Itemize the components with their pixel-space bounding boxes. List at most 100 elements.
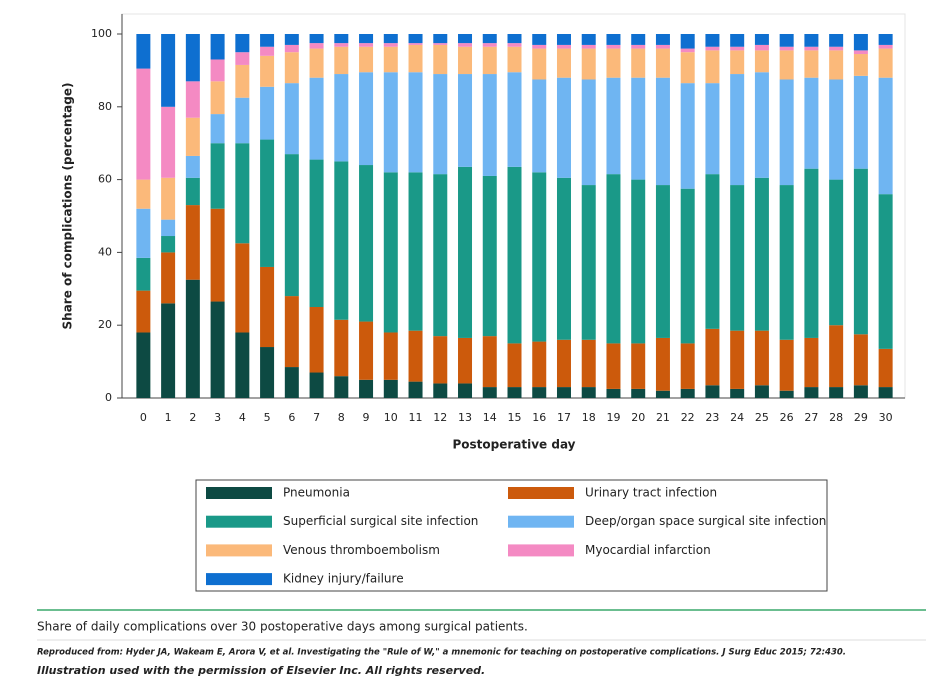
x-axis-title: Postoperative day: [452, 438, 575, 452]
bar-segment: [309, 159, 324, 307]
bar-segment: [754, 50, 769, 73]
bar-segment: [878, 348, 893, 388]
bar-segment: [730, 50, 745, 75]
bar-segment: [804, 387, 819, 398]
bar-segment: [383, 43, 398, 47]
x-tick-label: 27: [804, 411, 818, 424]
bar-segment: [804, 337, 819, 388]
bar-segment: [804, 34, 819, 47]
legend-swatch: [206, 573, 272, 586]
bar-segment: [680, 343, 695, 389]
x-tick-label: 18: [582, 411, 596, 424]
x-tick-label: 17: [557, 411, 571, 424]
bar-segment: [779, 79, 794, 186]
bar-segment: [408, 43, 423, 45]
x-tick-label: 4: [239, 411, 246, 424]
y-tick-label: 60: [98, 173, 112, 186]
legend-swatch: [206, 544, 272, 557]
bar-segment: [730, 388, 745, 398]
bar-segment: [161, 252, 176, 304]
bar-segment: [754, 34, 769, 45]
bar-segment: [581, 339, 596, 388]
bar-segment: [655, 77, 670, 186]
bar-segment: [606, 34, 621, 45]
bar-segment: [433, 174, 448, 337]
bar-segment: [284, 44, 299, 53]
bar-segment: [334, 376, 349, 398]
bar-segment: [359, 165, 374, 322]
bar-segment: [507, 43, 522, 47]
bar-segment: [433, 44, 448, 75]
bar-segment: [853, 168, 868, 335]
bar-segment: [507, 166, 522, 344]
bar-segment: [853, 34, 868, 51]
bar-segment: [532, 79, 547, 173]
bar-segment: [458, 383, 473, 398]
bar-segment: [309, 43, 324, 49]
bar-segment: [878, 34, 893, 45]
bar-segment: [408, 172, 423, 331]
bar-segment: [408, 381, 423, 398]
bar-segment: [235, 143, 250, 244]
source-note: Reproduced from: Hyder JA, Wakeam E, Aro…: [37, 648, 846, 658]
bar-segment: [779, 185, 794, 340]
bar-segment: [532, 172, 547, 342]
bar-segment: [754, 385, 769, 398]
bar-segment: [136, 34, 151, 69]
bar-segment: [606, 174, 621, 344]
bar-segment: [334, 319, 349, 377]
bar-segment: [482, 46, 497, 75]
bar-segment: [185, 279, 200, 398]
bar-segment: [680, 388, 695, 398]
bar-segment: [507, 72, 522, 167]
bar-segment: [680, 34, 695, 49]
bar-segment: [631, 77, 646, 180]
bar-segment: [433, 43, 448, 45]
x-tick-label: 2: [189, 411, 196, 424]
bar-segment: [458, 46, 473, 75]
bar-segment: [482, 34, 497, 44]
bar-segment: [260, 34, 275, 47]
bar-segment: [185, 34, 200, 82]
bar-segment: [235, 64, 250, 98]
bar-segment: [730, 46, 745, 51]
bar-segment: [136, 179, 151, 209]
legend-label: Venous thromboembolism: [283, 543, 440, 557]
legend-label: Pneumonia: [283, 486, 350, 500]
bar-segment: [161, 303, 176, 398]
bar-segment: [754, 330, 769, 386]
bar-segment: [680, 188, 695, 344]
bar-segment: [136, 257, 151, 291]
x-tick-label: 13: [458, 411, 472, 424]
bar-segment: [705, 83, 720, 175]
bar-segment: [482, 43, 497, 47]
bar-segment: [878, 77, 893, 195]
bar-segment: [408, 44, 423, 73]
bar-segment: [210, 301, 225, 398]
bar-segment: [829, 46, 844, 51]
bar-segment: [754, 44, 769, 51]
bar-segment: [581, 387, 596, 398]
bar-segment: [334, 161, 349, 320]
bar-segment: [804, 168, 819, 338]
bar-segment: [482, 387, 497, 398]
bar-segment: [136, 68, 151, 180]
bar-segment: [210, 81, 225, 115]
x-tick-label: 0: [140, 411, 147, 424]
bar-segment: [705, 34, 720, 47]
bar-segment: [853, 75, 868, 169]
bar-segment: [829, 34, 844, 47]
bar-segment: [532, 387, 547, 398]
bar-segment: [408, 330, 423, 382]
bar-segment: [655, 337, 670, 391]
bar-segment: [705, 50, 720, 84]
bar-segment: [556, 77, 571, 178]
bar-segment: [829, 79, 844, 180]
bar-segment: [161, 236, 176, 253]
bar-segment: [631, 388, 646, 398]
bar-segment: [829, 179, 844, 326]
bar-segment: [705, 385, 720, 398]
x-tick-label: 9: [363, 411, 370, 424]
bar-segment: [136, 208, 151, 258]
